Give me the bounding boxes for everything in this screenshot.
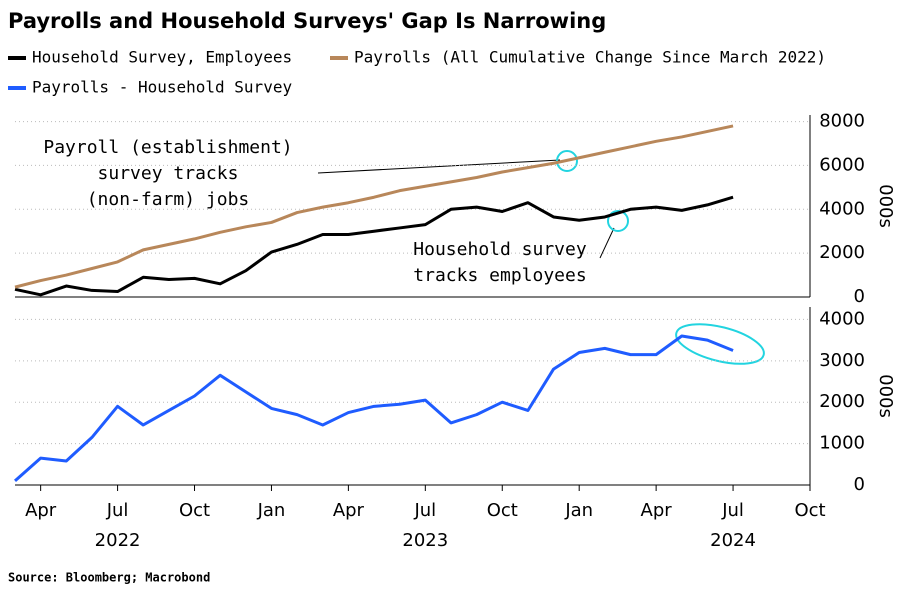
x-tick-label: Oct [487, 500, 518, 521]
y-tick-label: 1000 [819, 433, 865, 454]
y-tick-label: 8000 [819, 111, 865, 132]
annotation: Payroll (establishment) [43, 137, 292, 158]
year-label: 2022 [95, 530, 141, 551]
year-label: 2023 [402, 530, 448, 551]
y-tick-label: 6000 [819, 154, 865, 175]
year-label: 2024 [710, 530, 756, 551]
x-tick-label: Jan [257, 500, 286, 521]
legend-label: Household Survey, Employees [32, 48, 292, 67]
y-tick-label: 2000 [819, 242, 865, 263]
y-tick-label: 2000 [819, 391, 865, 412]
x-tick-label: Apr [25, 500, 57, 521]
annotation: tracks employees [413, 265, 586, 286]
series-line [14, 334, 734, 482]
x-tick-label: Apr [333, 500, 365, 521]
y-axis-label: 000s [875, 184, 896, 228]
x-tick-label: Jul [413, 500, 436, 521]
series-line [14, 124, 734, 289]
series-line [14, 195, 734, 297]
x-tick-label: Jan [564, 500, 593, 521]
y-axis-label: 000s [875, 374, 896, 418]
x-tick-label: Jul [721, 500, 744, 521]
y-tick-label: 0 [854, 286, 865, 307]
highlight-circle [607, 210, 629, 232]
x-tick-label: Apr [641, 500, 673, 521]
y-tick-label: 4000 [819, 198, 865, 219]
annotation: (non-farm) jobs [87, 189, 250, 210]
chart-title: Payrolls and Household Surveys' Gap Is N… [8, 9, 606, 33]
source: Source: Bloomberg; Macrobond [8, 571, 210, 585]
y-tick-label: 3000 [819, 350, 865, 371]
y-tick-label: 4000 [819, 308, 865, 329]
x-tick-label: Jul [106, 500, 129, 521]
legend-label: Payrolls - Household Survey [32, 78, 292, 97]
x-tick-label: Oct [794, 500, 825, 521]
x-tick-label: Oct [179, 500, 210, 521]
annotation: Household survey [413, 239, 587, 260]
annotation-line [599, 227, 615, 259]
y-tick-label: 0 [854, 474, 865, 495]
annotation: survey tracks [98, 163, 239, 184]
annotation-line [317, 159, 561, 174]
legend-label: Payrolls (All Cumulative Change Since Ma… [354, 48, 826, 67]
